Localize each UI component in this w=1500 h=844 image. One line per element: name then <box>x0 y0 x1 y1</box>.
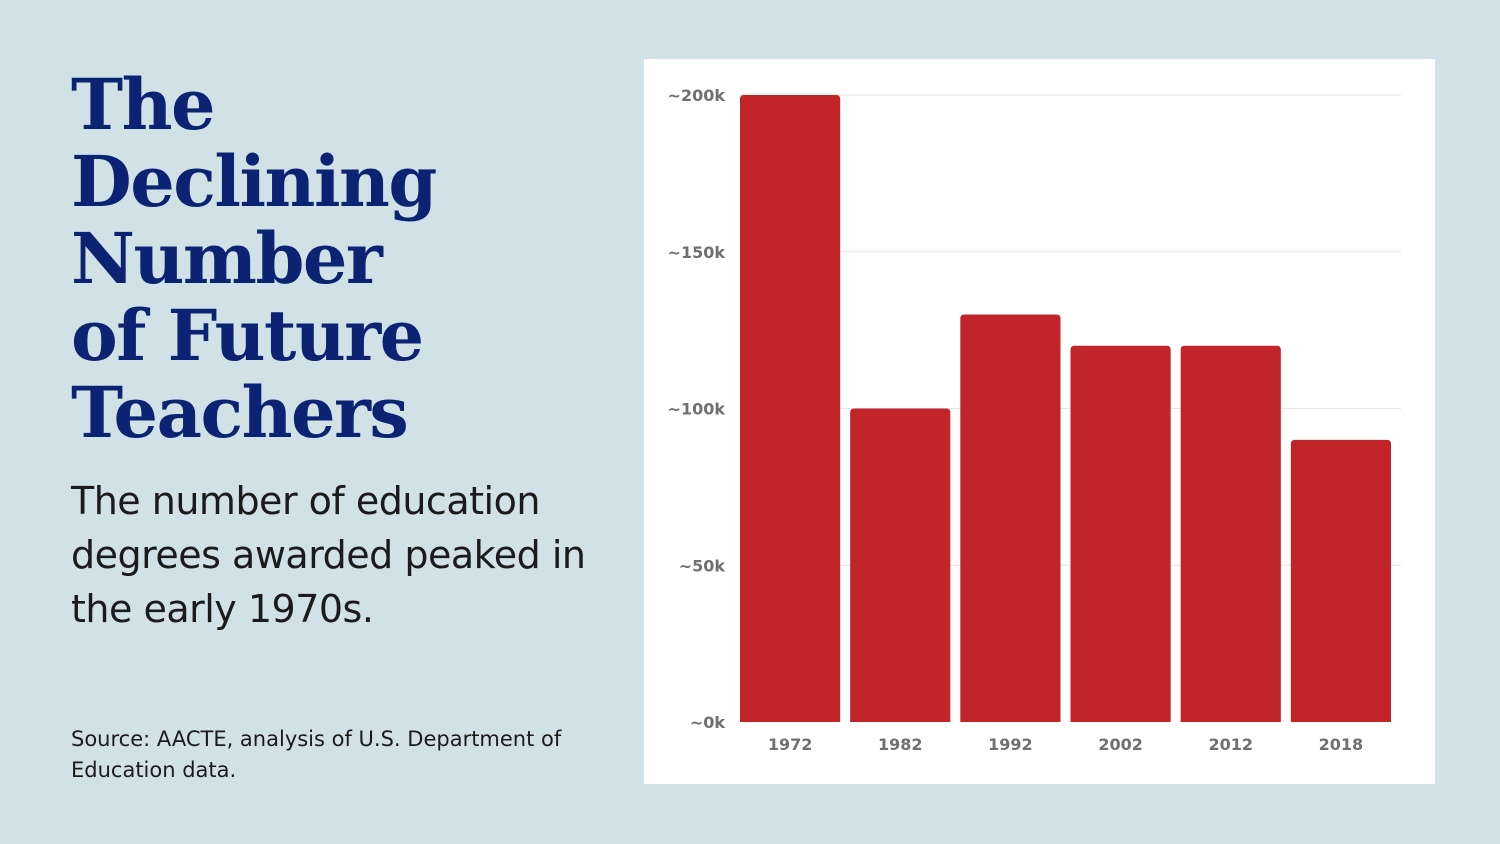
bar-1972 <box>740 95 841 722</box>
bar-2012 <box>1180 345 1281 722</box>
x-tick-label: 2012 <box>1208 735 1253 754</box>
page-title: The Declining Number of Future Teachers <box>71 66 611 451</box>
bar-1982 <box>850 408 951 722</box>
y-tick-label: ~150k <box>668 243 726 262</box>
y-tick-label: ~0k <box>690 713 726 732</box>
x-axis-ticks: 1972 1982 1992 2002 2012 2018 <box>768 735 1363 754</box>
source-note: Source: AACTE, analysis of U.S. Departme… <box>71 727 562 782</box>
title-line: of Future <box>71 294 424 377</box>
y-axis-ticks: ~0k ~50k ~100k ~150k ~200k <box>668 86 726 732</box>
title-line: Declining <box>71 140 437 223</box>
title-line: The <box>71 63 216 146</box>
bar-2018 <box>1290 439 1391 722</box>
bar-chart: ~0k ~50k ~100k ~150k ~200k 1972 1982 1992 2002 2… <box>668 86 1401 754</box>
x-tick-label: 1972 <box>768 735 813 754</box>
x-tick-label: 2002 <box>1098 735 1143 754</box>
title-block: The Declining Number of Future Teachers <box>71 66 611 451</box>
title-line: Teachers <box>71 371 409 454</box>
y-tick-label: ~50k <box>679 556 726 575</box>
bar-2002 <box>1070 345 1171 722</box>
title-line: Number <box>71 217 383 300</box>
x-tick-label: 1992 <box>988 735 1033 754</box>
subtitle: The number of education degrees awarded … <box>71 479 586 631</box>
chart-card: ~0k ~50k ~100k ~150k ~200k 1972 1982 1992 2002 2… <box>644 59 1435 784</box>
y-tick-label: ~200k <box>668 86 726 105</box>
y-tick-label: ~100k <box>668 400 726 419</box>
x-tick-label: 1982 <box>878 735 923 754</box>
x-tick-label: 2018 <box>1319 735 1364 754</box>
bar-1992 <box>960 314 1061 722</box>
bars <box>740 95 1391 722</box>
